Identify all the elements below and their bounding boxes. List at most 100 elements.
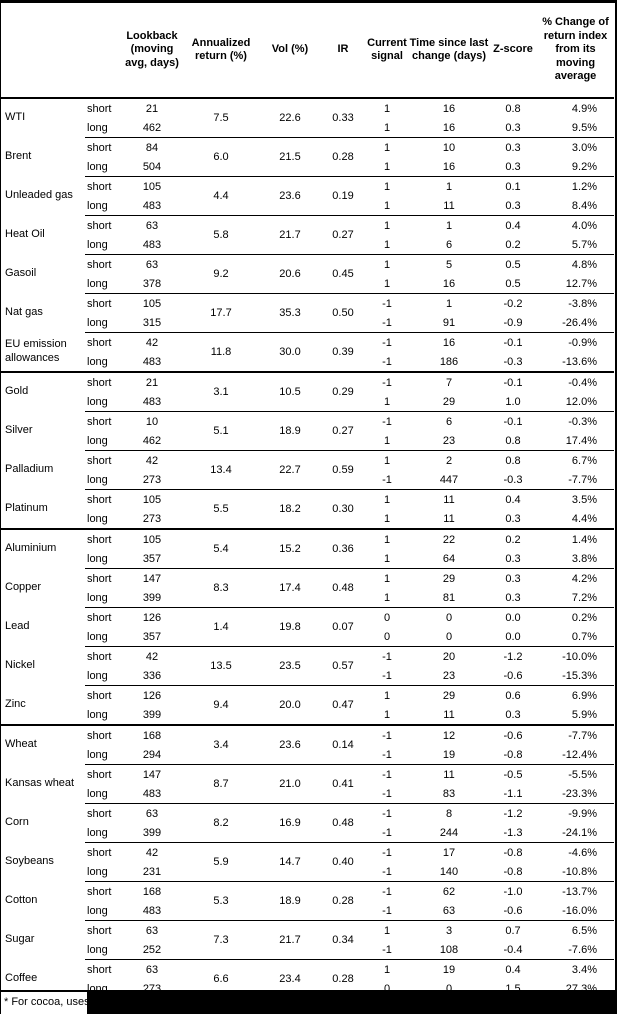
leg-label: short — [85, 569, 121, 589]
signal-value: -1 — [365, 901, 409, 921]
zscore-value: 0.3 — [489, 509, 537, 529]
vol-value: 21.7 — [259, 921, 321, 960]
ir-value: 0.07 — [321, 608, 365, 647]
lookback-value: 42 — [121, 647, 183, 667]
days-since-change-value: 63 — [409, 901, 489, 921]
days-since-change-value: 6 — [409, 235, 489, 255]
leg-label: short — [85, 608, 121, 628]
signal-value: -1 — [365, 765, 409, 785]
signal-value: 1 — [365, 98, 409, 118]
zscore-value: -0.8 — [489, 862, 537, 882]
zscore-value: 0.3 — [489, 569, 537, 589]
vol-value: 21.7 — [259, 216, 321, 255]
ir-value: 0.14 — [321, 725, 365, 765]
vol-value: 35.3 — [259, 294, 321, 333]
commodity-name: Sugar — [1, 921, 85, 960]
signal-value: -1 — [365, 333, 409, 353]
signal-value: 1 — [365, 431, 409, 451]
lookback-value: 63 — [121, 921, 183, 941]
leg-label: short — [85, 686, 121, 706]
signal-value: -1 — [365, 940, 409, 960]
signal-value: -1 — [365, 862, 409, 882]
annualized-return-value: 5.8 — [183, 216, 259, 255]
lookback-value: 315 — [121, 313, 183, 333]
pct-change-value: 8.4% — [537, 196, 614, 216]
commodity-name: Lead — [1, 608, 85, 647]
ir-value: 0.57 — [321, 647, 365, 686]
ir-value: 0.48 — [321, 569, 365, 608]
days-since-change-value: 3 — [409, 921, 489, 941]
header-zscore: Z-score — [489, 3, 537, 98]
pct-change-value: -16.0% — [537, 901, 614, 921]
ir-value: 0.29 — [321, 372, 365, 412]
pct-change-value: -5.5% — [537, 765, 614, 785]
signal-value: 1 — [365, 549, 409, 569]
pct-change-value: -0.3% — [537, 412, 614, 432]
commodity-name: Palladium — [1, 451, 85, 490]
signal-value: 1 — [365, 196, 409, 216]
lookback-value: 63 — [121, 804, 183, 824]
vol-value: 23.5 — [259, 647, 321, 686]
header-ir: IR — [321, 3, 365, 98]
days-since-change-value: 83 — [409, 784, 489, 804]
signal-value: -1 — [365, 372, 409, 392]
leg-label: long — [85, 666, 121, 686]
commodity-name: Unleaded gas — [1, 177, 85, 216]
pct-change-value: 1.2% — [537, 177, 614, 197]
annualized-return-value: 1.4 — [183, 608, 259, 647]
pct-change-value: 7.2% — [537, 588, 614, 608]
vol-value: 23.6 — [259, 725, 321, 765]
lookback-value: 126 — [121, 686, 183, 706]
annualized-return-value: 3.1 — [183, 372, 259, 412]
vol-value: 19.8 — [259, 608, 321, 647]
leg-label: long — [85, 823, 121, 843]
leg-label: short — [85, 882, 121, 902]
days-since-change-value: 91 — [409, 313, 489, 333]
leg-label: short — [85, 647, 121, 667]
leg-label: short — [85, 255, 121, 275]
commodity-name: Copper — [1, 569, 85, 608]
header-commodity — [1, 3, 85, 98]
lookback-value: 105 — [121, 294, 183, 314]
lookback-value: 105 — [121, 177, 183, 197]
redaction-bar — [87, 992, 615, 1014]
leg-label: long — [85, 862, 121, 882]
days-since-change-value: 16 — [409, 118, 489, 138]
vol-value: 14.7 — [259, 843, 321, 882]
leg-label: short — [85, 765, 121, 785]
days-since-change-value: 12 — [409, 725, 489, 745]
leg-label: long — [85, 431, 121, 451]
days-since-change-value: 16 — [409, 333, 489, 353]
vol-value: 15.2 — [259, 529, 321, 569]
leg-label: short — [85, 804, 121, 824]
lookback-value: 462 — [121, 118, 183, 138]
days-since-change-value: 0 — [409, 627, 489, 647]
ir-value: 0.48 — [321, 804, 365, 843]
pct-change-value: 4.4% — [537, 509, 614, 529]
signal-value: 1 — [365, 274, 409, 294]
days-since-change-value: 64 — [409, 549, 489, 569]
zscore-value: 0.2 — [489, 529, 537, 549]
ir-value: 0.36 — [321, 529, 365, 569]
zscore-value: -0.6 — [489, 666, 537, 686]
footnote-text: * For cocoa, uses — [1, 992, 90, 1013]
lookback-value: 462 — [121, 431, 183, 451]
ir-value: 0.30 — [321, 490, 365, 530]
leg-label: long — [85, 901, 121, 921]
days-since-change-value: 6 — [409, 412, 489, 432]
days-since-change-value: 186 — [409, 352, 489, 372]
leg-label: long — [85, 235, 121, 255]
zscore-value: -0.1 — [489, 333, 537, 353]
ir-value: 0.39 — [321, 333, 365, 373]
annualized-return-value: 8.3 — [183, 569, 259, 608]
leg-label: long — [85, 549, 121, 569]
annualized-return-value: 5.4 — [183, 529, 259, 569]
signal-value: 1 — [365, 157, 409, 177]
days-since-change-value: 1 — [409, 216, 489, 236]
